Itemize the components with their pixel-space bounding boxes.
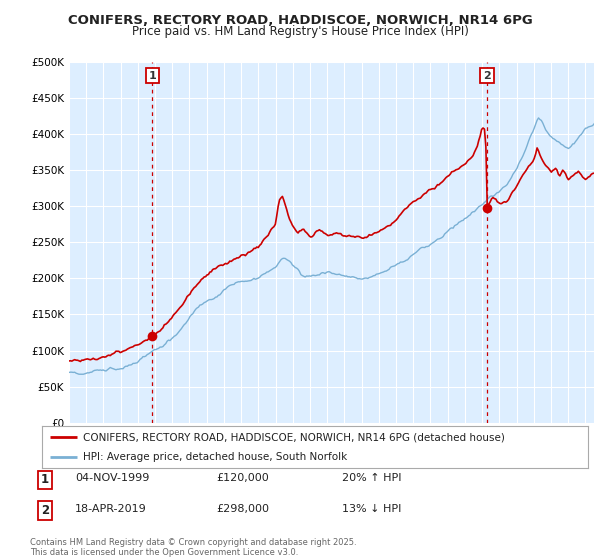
Text: 04-NOV-1999: 04-NOV-1999	[75, 473, 149, 483]
Text: 18-APR-2019: 18-APR-2019	[75, 504, 147, 514]
Text: Contains HM Land Registry data © Crown copyright and database right 2025.
This d: Contains HM Land Registry data © Crown c…	[30, 538, 356, 557]
Text: 1: 1	[41, 473, 49, 486]
Text: HPI: Average price, detached house, South Norfolk: HPI: Average price, detached house, Sout…	[83, 452, 347, 462]
Text: £120,000: £120,000	[216, 473, 269, 483]
Text: CONIFERS, RECTORY ROAD, HADDISCOE, NORWICH, NR14 6PG: CONIFERS, RECTORY ROAD, HADDISCOE, NORWI…	[68, 14, 532, 27]
Text: 2: 2	[41, 504, 49, 517]
Text: CONIFERS, RECTORY ROAD, HADDISCOE, NORWICH, NR14 6PG (detached house): CONIFERS, RECTORY ROAD, HADDISCOE, NORWI…	[83, 432, 505, 442]
Text: 2: 2	[483, 71, 491, 81]
Text: £298,000: £298,000	[216, 504, 269, 514]
Text: 13% ↓ HPI: 13% ↓ HPI	[342, 504, 401, 514]
Text: 20% ↑ HPI: 20% ↑ HPI	[342, 473, 401, 483]
Text: Price paid vs. HM Land Registry's House Price Index (HPI): Price paid vs. HM Land Registry's House …	[131, 25, 469, 38]
Text: 1: 1	[149, 71, 157, 81]
